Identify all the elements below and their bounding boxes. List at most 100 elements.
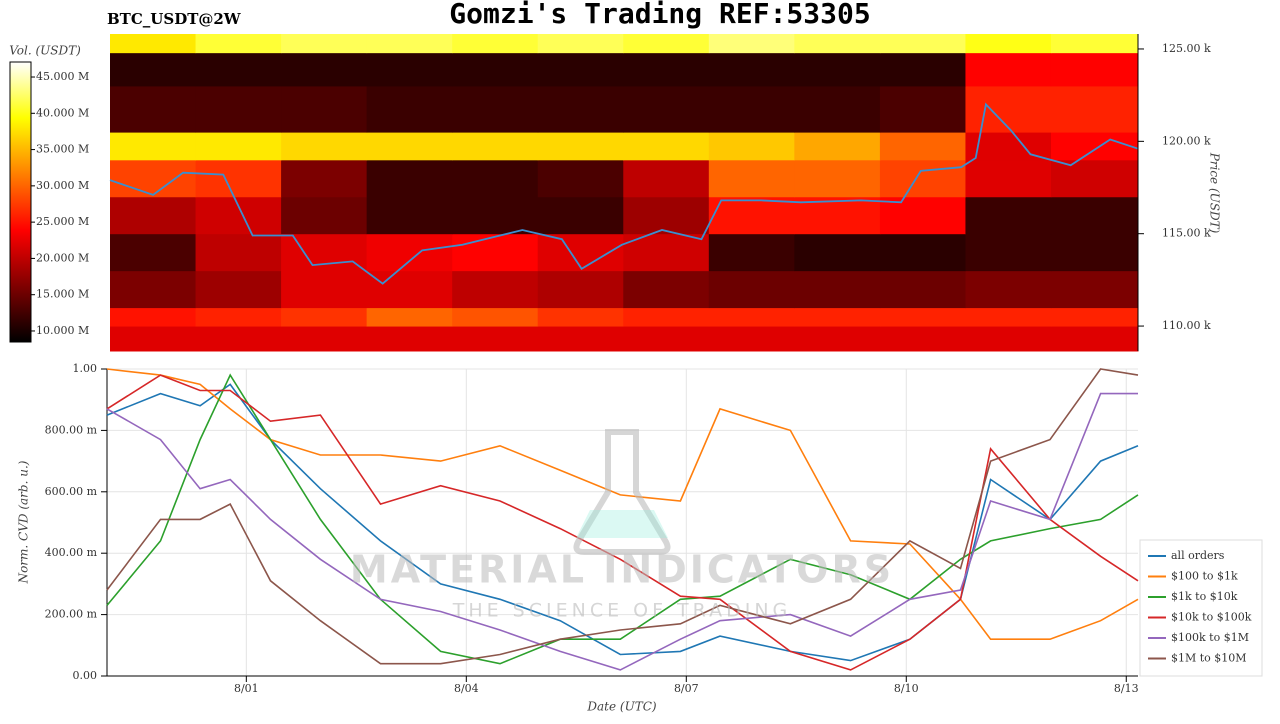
heatmap-cell xyxy=(879,233,966,272)
heatmap-cell xyxy=(537,85,624,133)
heatmap-cell xyxy=(623,326,710,352)
heatmap-cell xyxy=(708,326,795,352)
heatmap-cell xyxy=(537,196,624,235)
heatmap-cell xyxy=(366,132,453,161)
heatmap-cell xyxy=(195,270,282,309)
y-tick-label: 115.00 k xyxy=(1162,227,1211,240)
cvd-line xyxy=(106,392,1138,671)
legend-label: $100k to $1M xyxy=(1171,631,1249,644)
cvd-line xyxy=(106,373,1139,665)
legend-label: $100 to $1k xyxy=(1171,570,1238,583)
heatmap-cell xyxy=(708,233,795,272)
heatmap-cell xyxy=(879,307,966,327)
x-tick-label: 8/04 xyxy=(454,682,479,695)
heatmap-cell xyxy=(366,233,453,272)
heatmap-cell xyxy=(623,159,710,198)
heatmap-cell xyxy=(965,326,1052,352)
heatmap-cell xyxy=(1050,34,1139,54)
heatmap-cell xyxy=(965,159,1052,198)
heatmap-cell xyxy=(281,307,368,327)
heatmap-cell xyxy=(1050,52,1139,87)
heatmap-cell xyxy=(1050,326,1139,352)
heatmap-cell xyxy=(281,196,368,235)
heatmap-cell xyxy=(110,85,197,133)
heatmap-cell xyxy=(281,85,368,133)
heatmap-cell xyxy=(965,34,1052,54)
y-tick-label: 110.00 k xyxy=(1162,319,1211,332)
watermark-icon xyxy=(576,510,668,538)
heatmap-cell xyxy=(195,85,282,133)
heatmap-cell xyxy=(281,233,368,272)
heatmap-cell xyxy=(452,233,539,272)
y-tick-label: 800.00 m xyxy=(45,423,98,436)
legend-label: all orders xyxy=(1171,549,1225,562)
heatmap-cell xyxy=(1050,270,1139,309)
heatmap-cell xyxy=(366,159,453,198)
watermark: MATERIAL INDICATORS THE SCIENCE OF TRADI… xyxy=(350,429,894,622)
heatmap-cell xyxy=(281,52,368,87)
heatmap-cell xyxy=(708,307,795,327)
colorbar-tick-label: 45.000 M xyxy=(36,70,89,83)
price-line xyxy=(109,102,1139,285)
heatmap-cell xyxy=(708,132,795,161)
heatmap-cell xyxy=(537,34,624,54)
heatmap-cell xyxy=(110,196,197,235)
heatmap-cell xyxy=(452,270,539,309)
heatmap-cell xyxy=(794,132,881,161)
heatmap-cell xyxy=(195,196,282,235)
heatmap-cell xyxy=(708,34,795,54)
legend-box xyxy=(1139,539,1263,677)
y-axis-label: Price (USDT) xyxy=(1208,152,1222,234)
heatmap-cell xyxy=(708,270,795,309)
legend-label: $10k to $100k xyxy=(1171,611,1252,624)
y-tick-label: 120.00 k xyxy=(1162,134,1211,147)
heatmap-cell xyxy=(794,34,881,54)
colorbar-tick-label: 10.000 M xyxy=(36,324,89,337)
heatmap-cell xyxy=(879,159,966,198)
legend-label: $1M to $10M xyxy=(1171,652,1247,665)
heatmap-cell xyxy=(452,52,539,87)
y-tick-label: 1.00 xyxy=(73,362,98,375)
heatmap-cell xyxy=(708,196,795,235)
heatmap-cell xyxy=(623,132,710,161)
heatmap-cell xyxy=(1050,307,1139,327)
heatmap-cell xyxy=(110,233,197,272)
heatmap-cell xyxy=(794,196,881,235)
heatmap-cell xyxy=(965,307,1052,327)
heatmap-cell xyxy=(195,132,282,161)
heatmap-cell xyxy=(708,52,795,87)
heatmap-cell xyxy=(195,326,282,352)
colorbar-tick-label: 15.000 M xyxy=(36,288,89,301)
heatmap-cell xyxy=(537,132,624,161)
heatmap-cell xyxy=(794,270,881,309)
heatmap-cell xyxy=(452,326,539,352)
heatmap-cell xyxy=(366,326,453,352)
cvd-line xyxy=(106,383,1139,662)
heatmap-cell xyxy=(708,85,795,133)
heatmap-cell xyxy=(110,34,197,54)
heatmap-cell xyxy=(794,307,881,327)
heatmap-cell xyxy=(110,270,197,309)
heatmap-cell xyxy=(366,307,453,327)
heatmap-cell xyxy=(452,159,539,198)
heatmap-panel: 110.00 k 115.00 k 120.00 k 125.00 k 10.000 M… xyxy=(31,34,1211,352)
heatmap-cell xyxy=(195,307,282,327)
x-tick-label: 8/07 xyxy=(674,682,699,695)
heatmap-cell xyxy=(195,159,282,198)
heatmap-cell xyxy=(366,270,453,309)
heatmap-cell xyxy=(366,34,453,54)
heatmap-cell xyxy=(623,307,710,327)
watermark-tagline: THE SCIENCE OF TRADING xyxy=(452,600,792,622)
heatmap-cell xyxy=(537,52,624,87)
heatmap-cell xyxy=(794,326,881,352)
x-tick-label: 8/10 xyxy=(894,682,919,695)
heatmap-cell xyxy=(879,196,966,235)
heatmap-cell xyxy=(794,52,881,87)
watermark-brand: MATERIAL INDICATORS xyxy=(350,548,894,592)
colorbar-tick-label: 35.000 M xyxy=(36,143,89,156)
heatmap-cell xyxy=(1050,132,1139,161)
heatmap-cell xyxy=(366,52,453,87)
heatmap-cell xyxy=(110,132,197,161)
heatmap-cell xyxy=(623,52,710,87)
title: Gomzi's Trading REF:53305 xyxy=(449,0,870,30)
